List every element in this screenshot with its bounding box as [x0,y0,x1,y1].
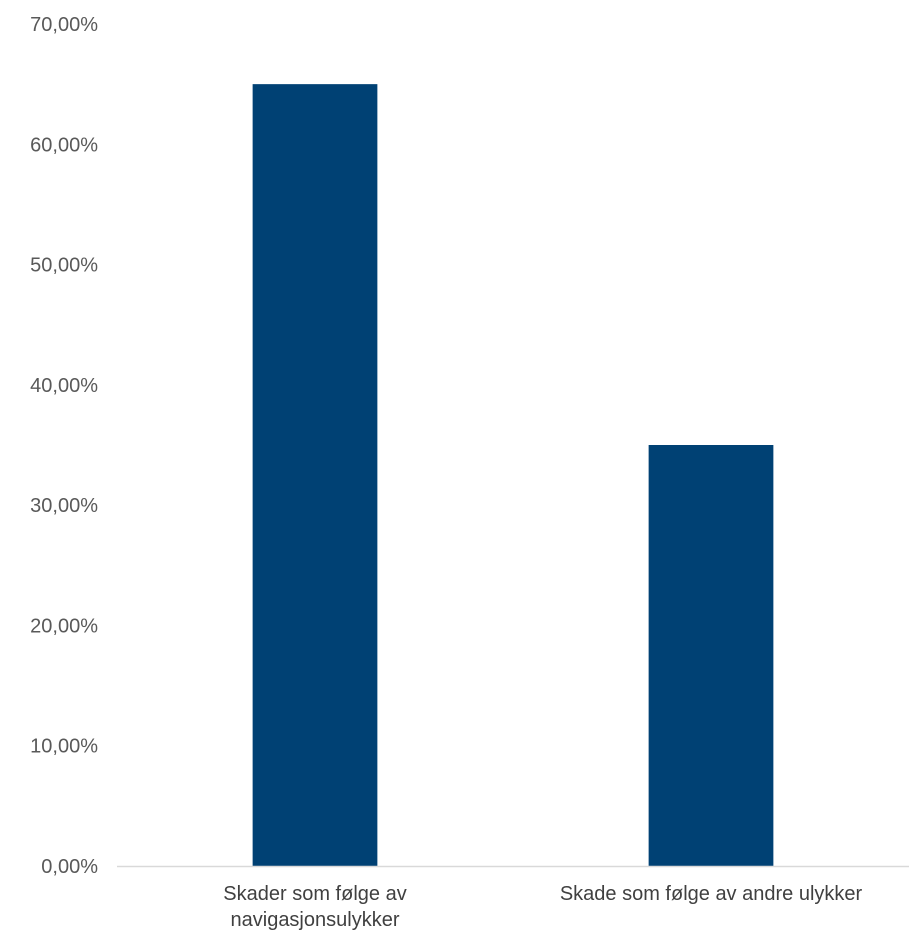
y-tick-label: 30,00% [30,495,98,517]
y-tick-label: 20,00% [30,615,98,637]
x-tick-label: Skader som følge av navigasjonsulykker [223,883,406,931]
y-tick-label: 50,00% [30,255,98,277]
bars [252,84,774,866]
bar [252,84,378,866]
y-tick-label: 60,00% [30,134,98,156]
y-tick-label: 0,00% [41,856,98,878]
y-tick-label: 10,00% [30,736,98,758]
bar [648,445,774,866]
y-tick-label: 70,00% [30,14,98,36]
y-axis-ticks: 0,00% 10,00% 20,00% 30,00% 40,00% 50,00% 60,00… [30,14,98,878]
y-tick-label: 40,00% [30,375,98,397]
x-axis-labels: Skader som følge av navigasjonsulykker Ska… [223,883,862,931]
x-tick-label: Skade som følge av andre ulykker [560,883,863,905]
